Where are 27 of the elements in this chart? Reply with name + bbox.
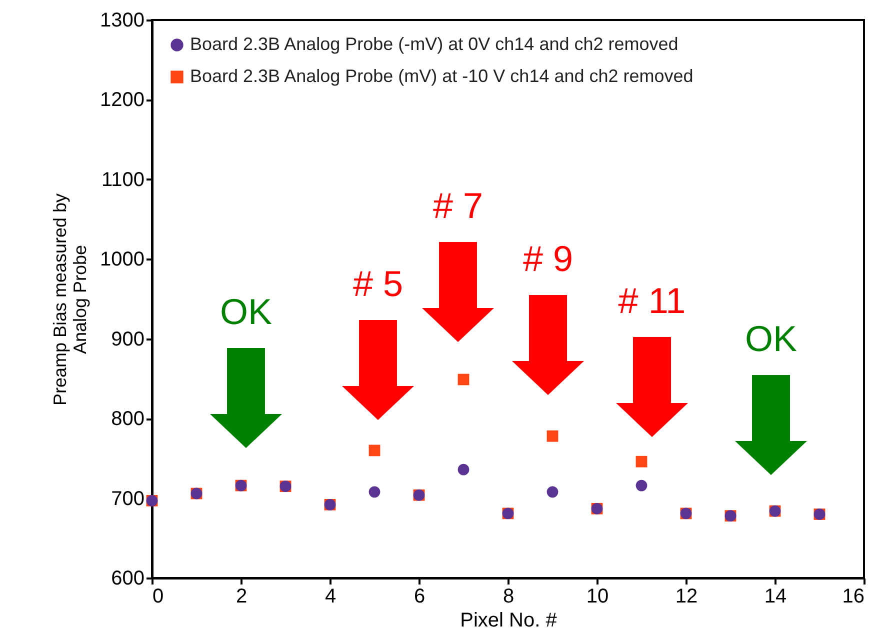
x-tick-label: 4: [324, 586, 336, 608]
y-tick-label: 1300: [100, 10, 144, 32]
y-tick-label: 1200: [100, 89, 144, 112]
x-axis-title: Pixel No. #: [460, 610, 558, 632]
y-tick-label: 700: [111, 488, 144, 510]
legend-label: Board 2.3B Analog Probe (-mV) at 0V ch14 and ch2 removed: [190, 34, 678, 54]
y-tick-label: 1100: [101, 168, 144, 191]
x-tick-label: 2: [236, 586, 248, 608]
x-tick-label: 6: [414, 586, 426, 608]
x-tick-label: 10: [586, 586, 609, 608]
annotation: # 5: [352, 263, 404, 304]
annotation: OK: [744, 318, 798, 359]
x-tick-label: 14: [764, 586, 787, 608]
annotation: # 9: [522, 238, 574, 279]
y-axis-title: Preamp Bias measured by Analog Probe: [50, 193, 90, 406]
annotation: # 11: [618, 280, 686, 321]
y-tick-label: 900: [111, 328, 144, 350]
y-tick-label: 1000: [100, 248, 144, 271]
annotation: # 7: [432, 185, 484, 226]
x-tick-label: 12: [675, 586, 698, 608]
annotation: OK: [220, 291, 272, 332]
y-tick-label: 600: [111, 568, 144, 590]
x-tick-label: 0: [152, 586, 164, 608]
x-tick-label: 16: [842, 586, 864, 608]
x-tick-label: 8: [502, 586, 514, 608]
legend-label: Board 2.3B Analog Probe (mV) at -10 V ch14 and ch2 removed: [190, 66, 694, 86]
y-tick-label: 800: [111, 408, 144, 430]
